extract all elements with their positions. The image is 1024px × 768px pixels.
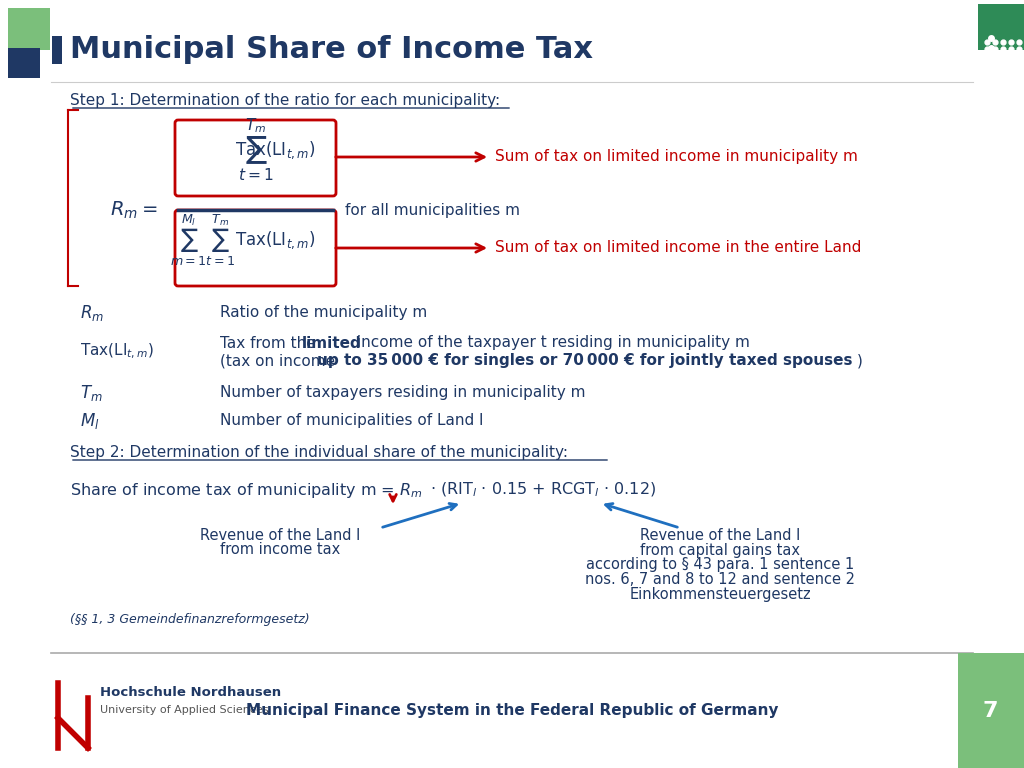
Text: Revenue of the Land l: Revenue of the Land l	[200, 528, 360, 542]
Text: $\sum_{m=1}^{M_l}\sum_{t=1}^{T_m}$: $\sum_{m=1}^{M_l}\sum_{t=1}^{T_m}$	[170, 213, 236, 267]
Text: (tax on income: (tax on income	[220, 353, 340, 369]
Text: ): )	[857, 353, 863, 369]
FancyBboxPatch shape	[958, 653, 1024, 768]
Text: Hochschule Nordhausen: Hochschule Nordhausen	[100, 687, 282, 700]
Text: Municipal Share of Income Tax: Municipal Share of Income Tax	[70, 35, 593, 65]
FancyBboxPatch shape	[8, 48, 40, 78]
Text: limited: limited	[302, 336, 361, 350]
Text: $\mathrm{Tax}(\mathrm{LI}_{t,m})$: $\mathrm{Tax}(\mathrm{LI}_{t,m})$	[236, 139, 315, 161]
Text: income of the taxpayer t residing in municipality m: income of the taxpayer t residing in mun…	[352, 336, 750, 350]
FancyBboxPatch shape	[978, 4, 1024, 50]
Text: Einkommensteuergesetz: Einkommensteuergesetz	[629, 588, 811, 603]
Text: Ratio of the municipality m: Ratio of the municipality m	[220, 306, 427, 320]
Text: $R_m =$: $R_m =$	[110, 200, 158, 220]
Text: $\sum_{t=1}^{T_m}$: $\sum_{t=1}^{T_m}$	[238, 117, 273, 184]
FancyBboxPatch shape	[52, 36, 62, 64]
Text: $\cdot$ (RIT$_l$ $\cdot$ 0.15 + RCGT$_l$ $\cdot$ 0.12): $\cdot$ (RIT$_l$ $\cdot$ 0.15 + RCGT$_l$…	[430, 481, 656, 499]
Text: Municipal Finance System in the Federal Republic of Germany: Municipal Finance System in the Federal …	[246, 703, 778, 719]
Text: $R_m$: $R_m$	[80, 303, 104, 323]
Text: from income tax: from income tax	[220, 542, 340, 558]
Text: up to 35 000 € for singles or 70 000 € for jointly taxed spouses: up to 35 000 € for singles or 70 000 € f…	[317, 353, 853, 369]
FancyBboxPatch shape	[175, 120, 336, 196]
Text: $T_m$: $T_m$	[80, 383, 102, 403]
Text: from capital gains tax: from capital gains tax	[640, 542, 800, 558]
Text: Tax from the: Tax from the	[220, 336, 321, 350]
Text: nos. 6, 7 and 8 to 12 and sentence 2: nos. 6, 7 and 8 to 12 and sentence 2	[585, 572, 855, 588]
FancyBboxPatch shape	[175, 210, 336, 286]
Text: Step 1: Determination of the ratio for each municipality:: Step 1: Determination of the ratio for e…	[70, 94, 500, 108]
Text: Sum of tax on limited income in municipality m: Sum of tax on limited income in municipa…	[495, 150, 858, 164]
FancyBboxPatch shape	[8, 8, 50, 50]
Text: Sum of tax on limited income in the entire Land: Sum of tax on limited income in the enti…	[495, 240, 861, 256]
Text: Share of income tax of municipality m = $R_m$: Share of income tax of municipality m = …	[70, 481, 423, 499]
Text: for all municipalities m: for all municipalities m	[345, 203, 520, 217]
Text: 7: 7	[982, 701, 997, 721]
Text: $\mathrm{Tax}(\mathrm{LI}_{t,m})$: $\mathrm{Tax}(\mathrm{LI}_{t,m})$	[236, 229, 315, 251]
Text: according to § 43 para. 1 sentence 1: according to § 43 para. 1 sentence 1	[586, 558, 854, 572]
Text: Revenue of the Land l: Revenue of the Land l	[640, 528, 800, 542]
Text: (§§ 1, 3 Gemeindefinanzreformgesetz): (§§ 1, 3 Gemeindefinanzreformgesetz)	[70, 614, 309, 627]
Text: Number of taxpayers residing in municipality m: Number of taxpayers residing in municipa…	[220, 386, 586, 400]
Text: $\mathrm{Tax}(\mathrm{LI}_{t,m})$: $\mathrm{Tax}(\mathrm{LI}_{t,m})$	[80, 341, 154, 361]
Text: Step 2: Determination of the individual share of the municipality:: Step 2: Determination of the individual …	[70, 445, 568, 461]
Text: Number of municipalities of Land l: Number of municipalities of Land l	[220, 413, 483, 429]
Text: $M_l$: $M_l$	[80, 411, 99, 431]
Text: University of Applied Sciences: University of Applied Sciences	[100, 705, 268, 715]
